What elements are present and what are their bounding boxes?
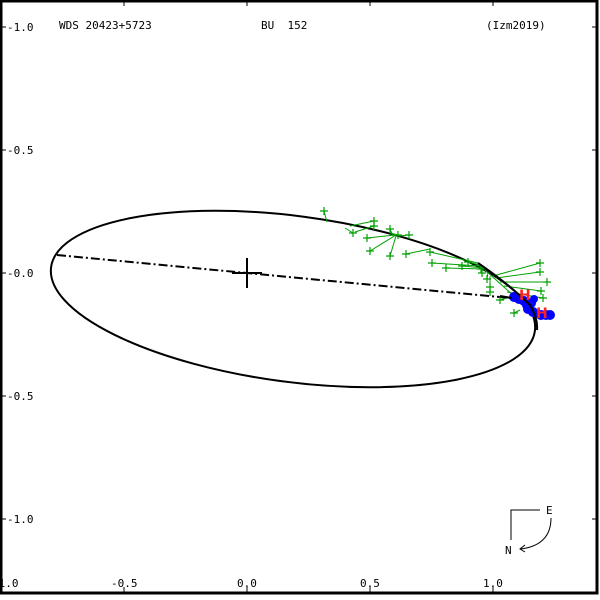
compass-north-label: N <box>505 544 512 557</box>
y-tick-label: -0.5 <box>7 390 34 403</box>
compass-east-label: E <box>546 504 553 517</box>
y-tick-label: -0.5 <box>7 144 34 157</box>
y-tick-label: -1.0 <box>7 513 34 526</box>
y-tick-label: -1.0 <box>7 21 34 34</box>
hipparcos-measures: H H <box>519 288 548 322</box>
x-tick-label: -1.0 <box>0 577 19 590</box>
left-ticks <box>1 26 6 520</box>
line-of-apsides <box>56 254 511 299</box>
compass-rose <box>510 509 552 553</box>
top-ticks <box>123 1 494 6</box>
svg-text:H: H <box>536 306 548 322</box>
bottom-ticks <box>123 587 494 593</box>
orbit-ellipse <box>49 209 537 389</box>
x-tick-label: 0.5 <box>360 577 380 590</box>
svg-text:H: H <box>519 288 531 304</box>
interferometric-measures <box>509 292 555 320</box>
primary-star-marker <box>232 258 262 288</box>
discoverer-label: BU 152 <box>261 19 307 32</box>
right-ticks <box>592 26 597 520</box>
orbit-arc-overlay <box>477 262 539 331</box>
apsides-overlay <box>499 295 513 299</box>
x-tick-label: -0.5 <box>111 577 138 590</box>
x-tick-label: 1.0 <box>483 577 503 590</box>
micrometer-measure-markers <box>320 207 551 317</box>
reference-label: (Izm2019) <box>486 19 546 32</box>
wds-id-label: WDS 20423+5723 <box>59 19 152 32</box>
y-tick-label: -0.0 <box>7 267 34 280</box>
x-tick-label: 0.0 <box>237 577 257 590</box>
